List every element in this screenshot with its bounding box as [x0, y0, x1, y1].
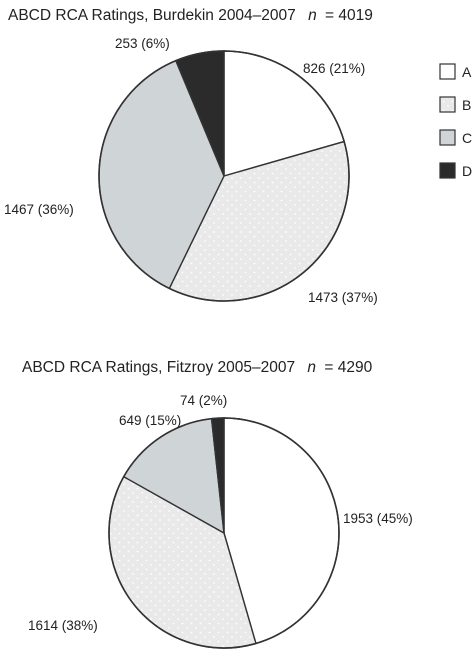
- legend-label-c: C: [462, 130, 472, 146]
- legend-item-b: B: [439, 96, 471, 113]
- legend-item-c: C: [439, 129, 472, 146]
- chart-2-title: ABCD RCA Ratings, Fitzroy 2005–2007 n = …: [22, 359, 373, 376]
- legend-swatch-d: [439, 162, 456, 179]
- legend-item-a: A: [439, 63, 472, 80]
- legend: A B C D: [439, 63, 472, 179]
- pie-chart-fitzroy: 1953 (45%) 1614 (38%) 649 (15%) 74 (2%): [28, 393, 413, 649]
- slice-label-a: 826 (21%): [303, 61, 365, 76]
- pie-outline: [108, 417, 340, 649]
- slice-label-b: 1614 (38%): [28, 618, 98, 633]
- legend-label-b: B: [462, 97, 471, 113]
- slice-label-d: 253 (6%): [115, 36, 170, 51]
- legend-label-a: A: [462, 64, 472, 80]
- slice-label-d: 74 (2%): [180, 393, 227, 408]
- legend-label-d: D: [462, 163, 472, 179]
- slice-label-a: 1953 (45%): [343, 511, 413, 526]
- legend-swatch-a: [439, 63, 456, 80]
- slice-label-b: 1473 (37%): [308, 290, 378, 305]
- legend-item-d: D: [439, 162, 472, 179]
- slice-label-c: 649 (15%): [119, 413, 181, 428]
- chart-1-title: ABCD RCA Ratings, Burdekin 2004–2007 n =…: [8, 7, 373, 24]
- slice-label-c: 1467 (36%): [4, 202, 74, 217]
- legend-swatch-b: [439, 96, 456, 113]
- pie-outline: [98, 50, 350, 302]
- legend-swatch-c: [439, 129, 456, 146]
- pie-chart-burdekin: 826 (21%) 1473 (37%) 1467 (36%) 253 (6%): [4, 36, 378, 305]
